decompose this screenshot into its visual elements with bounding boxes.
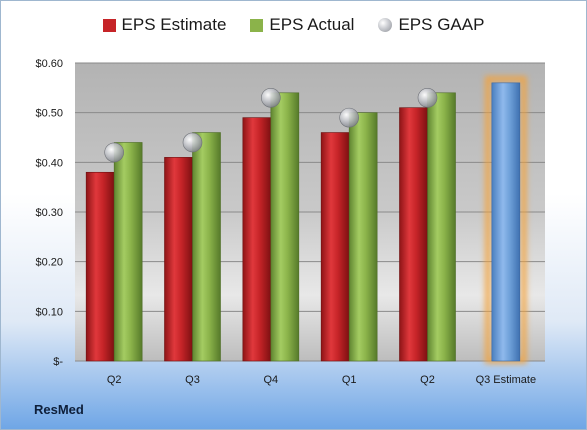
y-tick-label: $0.50 (35, 108, 63, 120)
legend-item-eps-gaap: EPS GAAP (378, 15, 484, 35)
x-tick-label: Q2 (107, 374, 122, 386)
point-eps-gaap (339, 107, 359, 128)
x-tick-label: Q3 Estimate (476, 374, 537, 386)
bar-eps-actual (192, 132, 221, 362)
y-tick-label: $0.20 (35, 257, 63, 269)
bar-eps-estimate (85, 171, 115, 362)
y-tick-label: $0.60 (35, 58, 63, 70)
x-axis-tick-labels: Q2 Q3 Q4 Q1 Q2 Q3 Estimate (107, 374, 536, 386)
bar-eps-actual (270, 92, 300, 362)
legend-item-eps-estimate: EPS Estimate (102, 15, 227, 35)
bar-eps-estimate-forecast (491, 82, 521, 362)
x-tick-label: Q4 (263, 374, 278, 386)
legend-swatch-eps-estimate (102, 18, 116, 32)
point-eps-gaap (182, 132, 203, 153)
legend-item-eps-actual: EPS Actual (250, 15, 354, 35)
bar-eps-actual (113, 142, 143, 362)
x-tick-label: Q3 (185, 374, 200, 386)
y-tick-label: $- (53, 356, 63, 368)
y-tick-label: $0.40 (35, 157, 63, 169)
legend-label-eps-gaap: EPS GAAP (398, 15, 485, 34)
gridlines (75, 62, 545, 362)
legend-label-eps-actual: EPS Actual (269, 15, 355, 34)
bar-eps-actual (348, 112, 378, 362)
bar-eps-estimate (399, 107, 428, 362)
legend-label-eps-estimate: EPS Estimate (121, 15, 227, 34)
point-eps-gaap (417, 87, 438, 108)
bar-eps-estimate (242, 117, 272, 362)
legend-swatch-eps-actual (250, 18, 264, 32)
bar-eps-actual (427, 92, 456, 362)
point-eps-gaap (261, 87, 281, 108)
legend-swatch-eps-gaap (378, 18, 393, 32)
y-tick-label: $0.10 (35, 306, 63, 318)
bar-eps-estimate (164, 157, 193, 362)
company-name: ResMed (34, 402, 84, 417)
point-eps-gaap (104, 142, 124, 163)
y-axis-tick-labels: $- $0.10 $0.20 $0.30 $0.40 $0.50 $0.60 (35, 58, 63, 368)
legend: EPS Estimate EPS Actual EPS GAAP (1, 15, 586, 35)
x-tick-label: Q1 (342, 374, 357, 386)
bars (85, 75, 527, 364)
bar-eps-estimate (320, 132, 350, 362)
y-tick-label: $0.30 (35, 207, 63, 219)
x-tick-label: Q2 (420, 374, 435, 386)
